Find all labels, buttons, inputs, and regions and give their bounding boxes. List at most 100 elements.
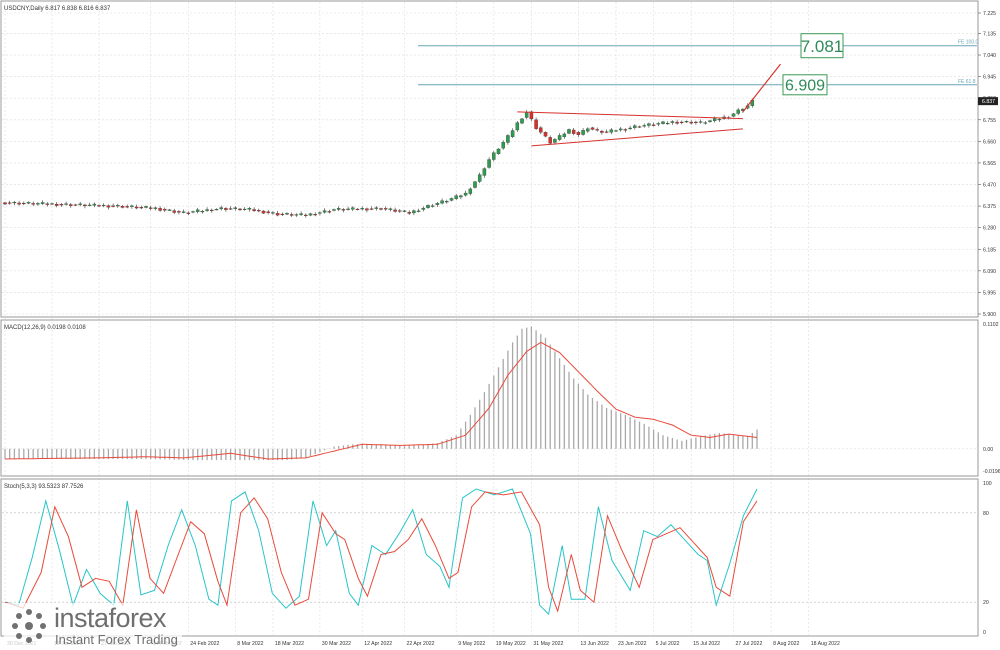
y-tick-label: 5.900 xyxy=(983,312,996,318)
candle xyxy=(73,204,78,206)
candle xyxy=(548,137,552,144)
macd-y-tick-label: -0.0196 xyxy=(983,469,1000,475)
x-tick-label: 9 May 2022 xyxy=(458,641,485,647)
x-tick-label: 13 Jun 2022 xyxy=(580,641,609,647)
x-tick-label: 23 Jun 2022 xyxy=(618,641,647,647)
candle xyxy=(78,203,82,205)
instaforex-watermark: instaforex Instant Forex Trading xyxy=(4,603,182,647)
current-price-tag xyxy=(978,97,998,106)
candle xyxy=(590,127,595,130)
candle xyxy=(539,127,543,133)
candle xyxy=(101,204,106,207)
candle xyxy=(125,206,129,208)
watermark-tagline: Instant Forex Trading xyxy=(55,632,178,647)
candle xyxy=(59,204,64,206)
candle xyxy=(416,210,421,212)
stoch-d-line xyxy=(4,491,758,613)
candle xyxy=(200,211,205,213)
candle xyxy=(54,203,59,206)
candle xyxy=(393,209,397,212)
stoch-y-tick-label: 0 xyxy=(983,630,986,636)
stoch-y-tick-label: 20 xyxy=(983,600,989,606)
x-tick-label: 8 Aug 2022 xyxy=(773,641,799,647)
candle xyxy=(553,139,557,143)
candle xyxy=(153,207,158,209)
candle xyxy=(177,211,181,213)
candle xyxy=(534,119,538,129)
x-tick-label: 12 Apr 2022 xyxy=(364,641,392,647)
x-tick-label: 30 Mar 2022 xyxy=(322,641,351,647)
candle xyxy=(647,123,651,126)
y-tick-label: 5.995 xyxy=(983,290,996,296)
current-price-label: 6.837 xyxy=(982,99,995,105)
y-tick-label: 7.040 xyxy=(983,53,996,59)
candle xyxy=(656,123,661,125)
candle xyxy=(228,208,233,210)
candle xyxy=(158,208,162,211)
x-tick-label: 18 Aug 2022 xyxy=(811,641,840,647)
macd-indicator xyxy=(4,326,758,461)
candle xyxy=(398,210,402,212)
y-tick-label: 7.135 xyxy=(983,31,996,37)
candle xyxy=(595,129,599,131)
candle xyxy=(642,125,646,127)
candle xyxy=(468,188,473,194)
candle xyxy=(148,207,153,209)
y-tick-label: 6.470 xyxy=(983,183,996,189)
watermark-name: instaforex xyxy=(54,603,167,633)
candle xyxy=(360,208,364,210)
candle xyxy=(698,121,703,123)
candle xyxy=(614,130,618,132)
candle xyxy=(717,119,722,121)
candle xyxy=(524,111,529,118)
candle xyxy=(412,210,416,214)
candle xyxy=(205,209,209,211)
target-price-box xyxy=(800,33,844,59)
y-tick-label: 6.280 xyxy=(983,226,996,232)
candle xyxy=(459,195,463,198)
stoch-panel-frame xyxy=(0,478,979,637)
candle xyxy=(731,113,736,117)
candle xyxy=(313,214,317,216)
candle xyxy=(628,127,632,130)
candle xyxy=(510,130,515,137)
y-tick-label: 7.225 xyxy=(983,11,996,17)
candle xyxy=(322,210,327,213)
candle xyxy=(318,212,322,214)
candle xyxy=(388,208,393,210)
y-tick-label: 6.375 xyxy=(983,204,996,210)
candle xyxy=(506,135,510,143)
candle xyxy=(139,207,144,209)
candle xyxy=(586,128,590,132)
candle xyxy=(144,206,148,208)
candle xyxy=(623,129,628,131)
candle xyxy=(680,121,684,123)
x-tick-label: 8 Mar 2022 xyxy=(237,641,263,647)
candle xyxy=(351,207,355,210)
stochastic-indicator xyxy=(4,488,758,616)
candle xyxy=(22,202,26,205)
triangle-lower-line xyxy=(531,128,743,147)
candle xyxy=(651,124,656,126)
instaforex-logo-icon xyxy=(12,609,46,643)
candle xyxy=(106,205,111,208)
candle xyxy=(609,129,614,133)
candle xyxy=(304,214,308,216)
candle xyxy=(195,209,200,212)
target-price-label: 6.909 xyxy=(785,78,825,95)
macd-panel-frame xyxy=(0,319,979,477)
macd-title: MACD(12,26,9) 0.0198 0.0108 xyxy=(4,325,86,331)
candle xyxy=(308,213,313,216)
candle xyxy=(299,213,303,215)
candle xyxy=(50,203,54,205)
target-price-box xyxy=(782,74,828,96)
candle xyxy=(477,174,482,182)
stoch-title: Stoch(5,3,3) 93.5323 87.7526 xyxy=(4,484,84,490)
main-title: USDCNY,Daily 6.817 6.838 6.816 6.837 xyxy=(4,6,111,12)
candle xyxy=(280,213,285,215)
candle xyxy=(571,129,576,134)
candle xyxy=(402,210,407,212)
candle xyxy=(92,203,97,206)
